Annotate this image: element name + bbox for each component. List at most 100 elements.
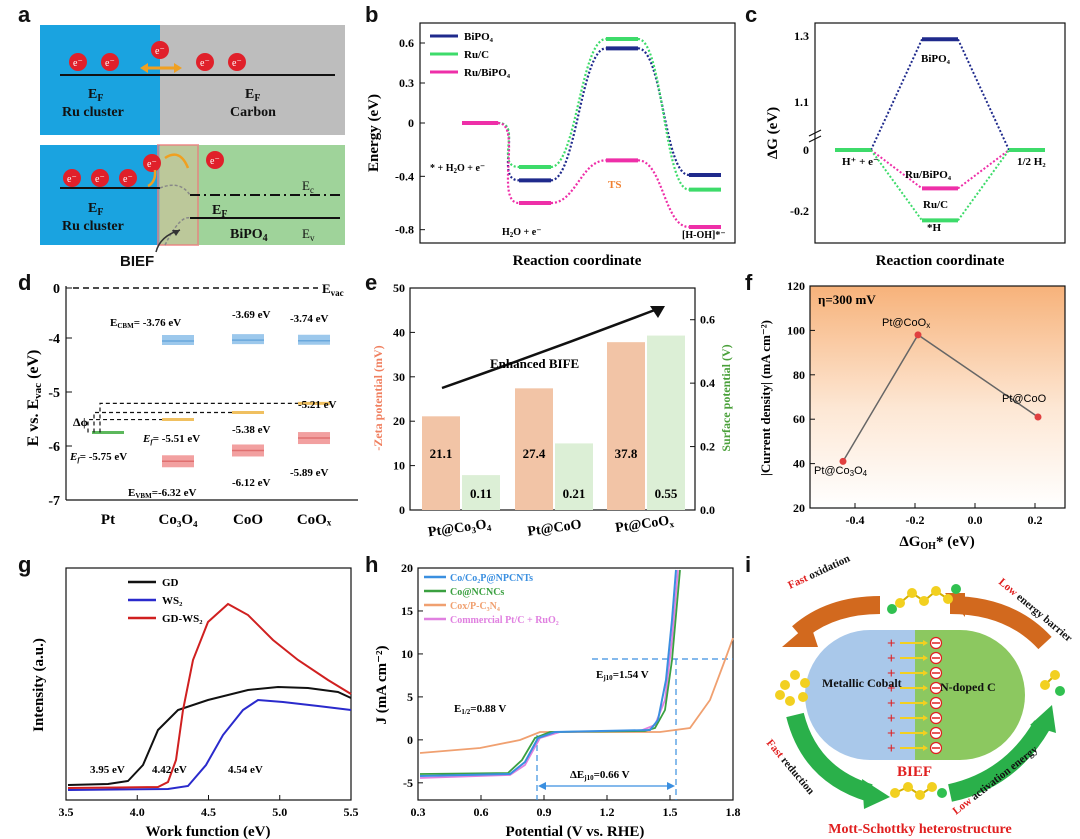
chart-b-ytick-label: -0.8: [395, 223, 414, 237]
chart-f-xtick-label: -0.4: [846, 513, 865, 527]
bief-label: BIEF: [120, 253, 155, 270]
svg-text:e⁻: e⁻: [147, 159, 157, 170]
ec-label: Ec: [302, 178, 314, 195]
chart-h-ytick-label: 10: [401, 647, 413, 661]
panel-label-h: h: [365, 552, 379, 577]
mott-schottky-title: Mott-Schottky heterostructure: [828, 822, 1011, 837]
fast-oxidation-label: Fast oxidation: [786, 553, 852, 592]
chart-e-ytick-left: 40: [393, 325, 405, 339]
field-arrowhead-icon: [923, 700, 928, 706]
metallic-cobalt-region: [805, 630, 915, 760]
chart-b-xlabel: Reaction coordinate: [513, 253, 642, 269]
vbm-label-co3o4: EVBM=-6.32 eV: [128, 487, 197, 500]
field-arrowhead-icon: [923, 715, 928, 721]
chart-f: η=300 mV -0.4 -0.2 0.0 0.2 20 40 60 80 100 120 |C…: [758, 279, 1066, 552]
energy-path-segment: [497, 121, 520, 169]
chart-d-ytick-label: 0: [53, 282, 60, 297]
category-coo: CoO: [233, 512, 263, 528]
panel-a-diagram: e⁻ e⁻ e⁻ e⁻ e⁻ EF Ru cluster EF Carbon e…: [40, 25, 345, 246]
chart-h-xtick-label: 0.3: [411, 805, 426, 819]
positive-charge-icon: +: [887, 726, 896, 742]
state-label-end: [H-OH]*⁻: [682, 230, 726, 241]
chart-h-ytick-label: 15: [401, 604, 413, 618]
bief-pointer-arrow: [155, 229, 181, 253]
energy-path-segment: [637, 159, 690, 229]
chart-b: 0.6 0.3 0 -0.4 -0.8 Energy (eV) Reaction coo…: [366, 22, 736, 269]
legend-label-rubipo4: Ru/BiPO₄: [464, 67, 511, 79]
chart-f-ytick-label: 20: [793, 501, 805, 515]
ef-label-ru: EF: [88, 87, 103, 104]
cbm-label-co3o4: ECBM= -3.76 eV: [110, 317, 181, 330]
point-label-coox: Pt@CoOx: [882, 317, 930, 330]
chart-f-title: η=300 mV: [818, 292, 876, 307]
dg-path-segment: [957, 149, 1010, 221]
chart-g-ylabel: Intensity (a.u.): [31, 638, 47, 732]
svg-text:e⁻: e⁻: [67, 174, 77, 185]
panel-label-i: i: [745, 552, 752, 577]
fermi-label-co3o4: Ef= -5.51 eV: [142, 433, 200, 446]
chart-g-xtick-label: 5.5: [344, 805, 359, 819]
chart-f-ytick-label: 80: [793, 368, 805, 382]
chart-h-ytick-label: 5: [407, 690, 413, 704]
curve-gd: [67, 685, 352, 786]
vbm-label-coo: -6.12 eV: [232, 477, 271, 489]
zeta-bar: [422, 416, 460, 510]
dg-path-segment: [870, 149, 923, 190]
chart-d: Evac 0 -4 -5 -6 -7 E vs. Evac (eV) ECBM= -3.…: [25, 281, 358, 528]
point-label-coo: Pt@CoO: [1002, 393, 1047, 405]
molecule-icon: [1040, 670, 1065, 696]
label-bipo4: BiPO₄: [921, 53, 951, 65]
data-point: [914, 331, 922, 339]
chart-e-ylabel-left: -Zeta potential (mV): [371, 345, 385, 450]
electron-icon: e⁻: [196, 53, 214, 71]
delta-phi-bracket: [99, 402, 298, 433]
chart-b-ylabel: Energy (eV): [366, 94, 382, 172]
chart-h-xtick-label: 1.5: [663, 805, 678, 819]
axis-break-mark: [808, 129, 822, 137]
positive-charge-icon: +: [887, 636, 896, 652]
state-label-start: * + H2O + e⁻: [430, 163, 485, 175]
dg-path-segment: [870, 149, 923, 221]
legend-label-ws2: WS₂: [162, 595, 183, 607]
chart-e: 21.1 0.11 27.4 0.21 37.8 0.55 0 10 20 30 40 50 0.0 0…: [371, 281, 733, 540]
field-arrowhead-icon: [923, 640, 928, 646]
zeta-bar: [515, 388, 553, 510]
ru-region-top: [40, 25, 160, 135]
transfer-arrow-icon: [147, 169, 157, 188]
delta-phi-label: Δϕ: [73, 415, 89, 429]
curve-gd-ws2: [67, 602, 352, 789]
surface-value-label: 0.55: [655, 486, 678, 501]
chart-h: 0.3 0.6 0.9 1.2 1.5 1.8 -5 0 5 10 15 20 J (mA cm⁻²)…: [374, 561, 741, 839]
vbm-label-coox: -5.89 eV: [290, 467, 329, 479]
chart-b-ytick-label: -0.4: [395, 169, 414, 183]
electron-icon: e⁻: [143, 154, 161, 172]
chart-f-ytick-label: 40: [793, 457, 805, 471]
legend-label-co-ncncs: Co@NCNCs: [450, 587, 504, 598]
legend-label-gd: GD: [162, 577, 179, 589]
electron-icon: e⁻: [69, 53, 87, 71]
data-point: [1034, 413, 1042, 421]
chart-h-ytick-label: 20: [401, 561, 413, 575]
delta-e-arrowhead: [538, 782, 546, 790]
dg-path-segment: [870, 38, 923, 151]
positive-charge-icon: +: [887, 741, 896, 757]
panel-label-b: b: [365, 2, 379, 27]
chart-f-xtick-label: 0.0: [968, 513, 983, 527]
legend-label-cox: Cox/P-C₃N₄: [450, 601, 500, 612]
chart-e-ylabel-right: Surface potential (V): [719, 344, 733, 451]
label-ruc: Ru/C: [923, 199, 948, 211]
electron-icon: e⁻: [91, 169, 109, 187]
chart-g-xtick-label: 4.5: [201, 805, 216, 819]
svg-text:e⁻: e⁻: [95, 174, 105, 185]
positive-charge-icon: +: [887, 666, 896, 682]
chart-d-ytick-label: -5: [48, 386, 60, 401]
fast-reduction-arrow: [786, 712, 873, 802]
chart-g-xtick-label: 4.0: [130, 805, 145, 819]
energy-path-segment: [637, 37, 690, 191]
legend-label-pt-ruo2: Commercial Pt/C + RuO₂: [450, 615, 559, 626]
chart-d-ytick-label: -6: [48, 440, 60, 455]
zeta-value-label: 21.1: [430, 446, 453, 461]
ru-region-bottom: [40, 145, 160, 245]
chart-b-legend: BiPO₄ Ru/C Ru/BiPO₄: [430, 31, 511, 79]
chart-e-ytick-right: 0.4: [700, 376, 715, 390]
